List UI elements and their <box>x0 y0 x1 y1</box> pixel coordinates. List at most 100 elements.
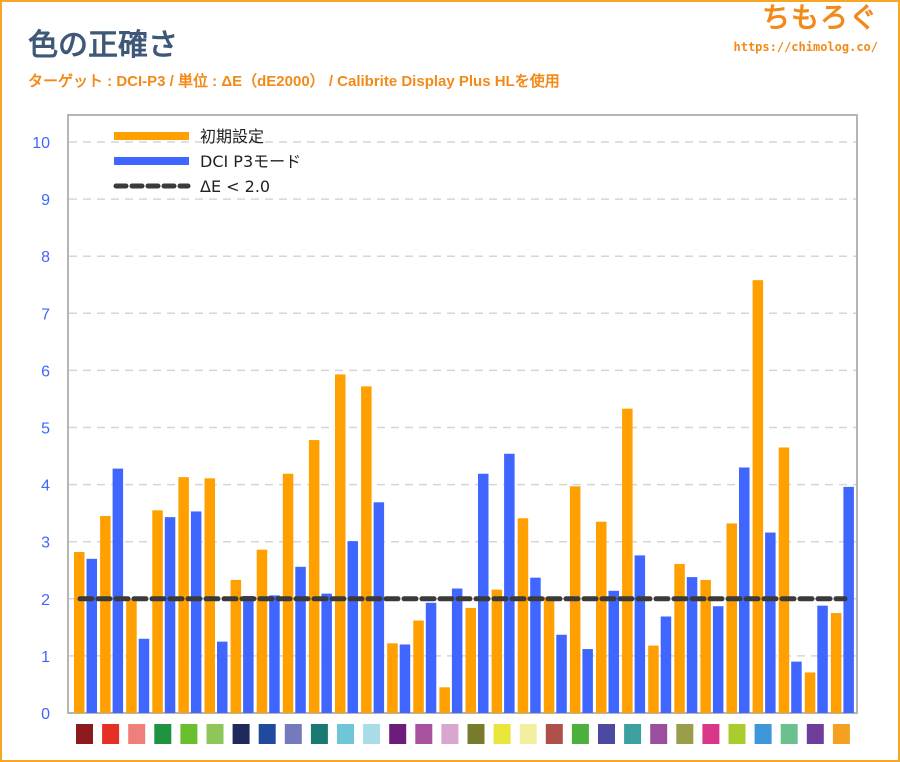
bar-default <box>413 620 424 713</box>
bar-dci-p3 <box>164 517 176 713</box>
color-swatch <box>102 724 120 744</box>
bar-dci-p3 <box>843 486 854 713</box>
legend-swatch <box>114 132 189 140</box>
y-tick-label: 7 <box>41 306 50 323</box>
color-swatch <box>754 724 772 744</box>
bar-dci-p3 <box>660 616 672 713</box>
bar-default <box>230 579 242 713</box>
color-swatch <box>571 724 589 744</box>
bar-default <box>830 613 842 713</box>
site-url: https://chimolog.co/ <box>733 40 879 54</box>
color-swatch <box>780 724 798 744</box>
color-swatch <box>728 724 746 744</box>
bar-dci-p3 <box>425 602 437 713</box>
y-tick-label: 9 <box>41 192 50 209</box>
y-tick-label: 6 <box>41 363 50 380</box>
bar-dci-p3 <box>556 634 567 713</box>
color-swatch <box>832 724 850 744</box>
bar-default <box>622 408 633 713</box>
bar-dci-p3 <box>347 541 358 713</box>
bar-default <box>439 687 450 713</box>
bar-dci-p3 <box>634 555 646 713</box>
bar-default <box>126 598 137 713</box>
bar-default <box>308 440 320 713</box>
color-swatch <box>415 724 433 744</box>
bar-default <box>726 523 737 713</box>
bar-dci-p3 <box>243 595 254 713</box>
bar-dci-p3 <box>373 502 385 713</box>
color-swatch <box>206 724 224 744</box>
bar-dci-p3 <box>217 641 228 713</box>
bar-default <box>74 551 85 713</box>
bar-default <box>752 280 764 713</box>
bar-default <box>596 521 607 713</box>
subtitle: ターゲット : DCI-P3 / 単位 : ΔE（dE2000） / Calib… <box>28 73 560 90</box>
bar-default <box>491 589 503 713</box>
bar-dci-p3 <box>321 593 332 713</box>
color-swatch <box>676 724 694 744</box>
bar-default <box>335 374 346 713</box>
bar-dci-p3 <box>817 605 828 713</box>
color-swatch <box>598 724 615 744</box>
bar-dci-p3 <box>765 532 776 713</box>
color-swatch <box>232 724 250 744</box>
bar-dci-p3 <box>190 511 202 713</box>
color-swatch <box>806 724 824 744</box>
legend-label: DCI P3モード <box>200 152 301 171</box>
bar-dci-p3 <box>478 473 489 713</box>
bar-default <box>361 386 372 713</box>
y-tick-label: 3 <box>41 535 50 552</box>
color-swatch <box>154 724 172 744</box>
color-swatch <box>441 724 459 744</box>
bar-default <box>282 473 294 713</box>
color-swatch <box>258 724 276 744</box>
color-swatch <box>650 724 668 744</box>
color-swatch <box>284 724 302 744</box>
bar-dci-p3 <box>608 590 619 713</box>
bar-dci-p3 <box>712 606 724 713</box>
y-tick-label: 5 <box>41 421 50 438</box>
bar-dci-p3 <box>138 638 150 713</box>
bar-default <box>387 643 398 713</box>
bar-dci-p3 <box>791 661 802 713</box>
y-tick-label: 10 <box>32 135 50 152</box>
y-tick-label: 2 <box>41 592 50 609</box>
page-title: 色の正確さ <box>28 28 178 63</box>
bar-default <box>648 645 659 713</box>
color-swatch <box>310 724 328 744</box>
color-swatch <box>389 724 407 744</box>
bar-default <box>778 447 790 713</box>
bar-dci-p3 <box>86 558 97 713</box>
color-swatch <box>702 724 720 744</box>
color-swatch <box>467 724 485 744</box>
bar-default <box>543 597 555 713</box>
bar-dci-p3 <box>112 468 124 713</box>
site-logo: ちもろぐ <box>761 1 878 34</box>
color-swatch <box>128 724 146 744</box>
y-tick-label: 8 <box>41 249 50 266</box>
color-swatch <box>545 724 563 744</box>
color-swatch <box>337 724 354 744</box>
bar-default <box>517 518 529 713</box>
bar-dci-p3 <box>739 467 750 713</box>
bar-dci-p3 <box>504 453 515 713</box>
color-swatch <box>493 724 511 744</box>
y-tick-label: 0 <box>41 706 50 723</box>
bar-dci-p3 <box>269 595 280 713</box>
bar-dci-p3 <box>530 577 541 713</box>
bar-dci-p3 <box>399 644 411 713</box>
bar-default <box>256 549 268 713</box>
bar-dci-p3 <box>686 577 698 713</box>
color-swatch <box>519 724 537 744</box>
bar-default <box>100 516 111 713</box>
color-swatch <box>180 724 198 744</box>
bar-dci-p3 <box>295 566 306 713</box>
bar-default <box>700 579 711 713</box>
legend-swatch <box>114 157 189 165</box>
bar-dci-p3 <box>451 588 463 713</box>
bar-default <box>204 478 215 713</box>
bar-default <box>465 607 476 713</box>
legend-label: 初期設定 <box>200 127 264 146</box>
bar-dci-p3 <box>582 649 593 713</box>
